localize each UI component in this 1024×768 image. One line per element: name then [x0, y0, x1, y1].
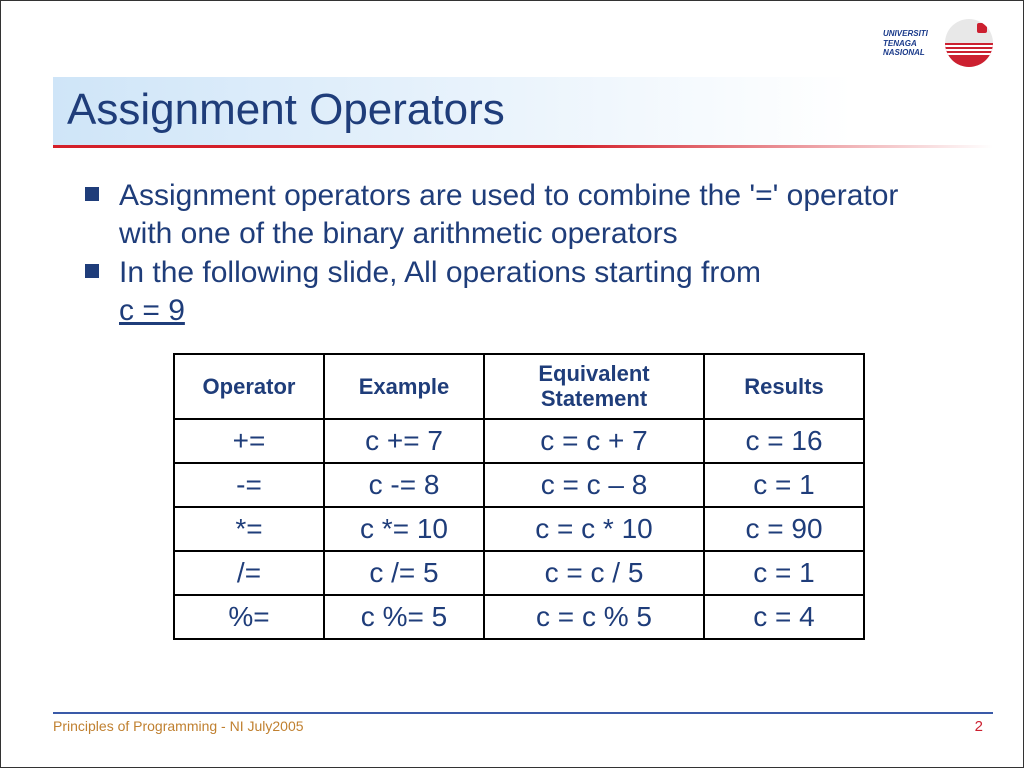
table-row: %= c %= 5 c = c % 5 c = 4 — [174, 595, 864, 639]
cell-eq: c = c – 8 — [484, 463, 704, 507]
logo-line-1: UNIVERSITI — [883, 29, 928, 39]
page-number: 2 — [975, 718, 993, 735]
th-operator: Operator — [174, 354, 324, 419]
cell-eq: c = c * 10 — [484, 507, 704, 551]
cell-op: %= — [174, 595, 324, 639]
th-eq-line1: Equivalent — [538, 361, 649, 386]
th-equivalent: Equivalent Statement — [484, 354, 704, 419]
cell-res: c = 16 — [704, 419, 864, 463]
slide-footer: Principles of Programming - NI July2005 … — [53, 712, 993, 735]
cell-op: += — [174, 419, 324, 463]
cell-ex: c /= 5 — [324, 551, 484, 595]
table-row: -= c -= 8 c = c – 8 c = 1 — [174, 463, 864, 507]
th-results: Results — [704, 354, 864, 419]
cell-ex: c *= 10 — [324, 507, 484, 551]
logo-line-2: TENAGA — [883, 39, 928, 49]
cell-res: c = 90 — [704, 507, 864, 551]
table-header-row: Operator Example Equivalent Statement Re… — [174, 354, 864, 419]
university-logo: UNIVERSITI TENAGA NASIONAL — [883, 19, 993, 74]
cell-op: -= — [174, 463, 324, 507]
th-eq-line2: Statement — [541, 386, 647, 411]
slide-title: Assignment Operators — [53, 77, 993, 135]
cell-ex: c %= 5 — [324, 595, 484, 639]
cell-eq: c = c % 5 — [484, 595, 704, 639]
cell-ex: c += 7 — [324, 419, 484, 463]
cell-eq: c = c / 5 — [484, 551, 704, 595]
cell-res: c = 1 — [704, 551, 864, 595]
slide-title-bar: Assignment Operators — [53, 77, 993, 145]
table-row: *= c *= 10 c = c * 10 c = 90 — [174, 507, 864, 551]
table-row: /= c /= 5 c = c / 5 c = 1 — [174, 551, 864, 595]
cell-op: /= — [174, 551, 324, 595]
logo-line-3: NASIONAL — [883, 48, 928, 58]
bullet-text-2: In the following slide, All operations s… — [119, 254, 761, 329]
bullet-item: Assignment operators are used to combine… — [85, 177, 953, 252]
title-underline — [53, 145, 993, 148]
slide-body: Assignment operators are used to combine… — [85, 177, 953, 640]
cell-eq: c = c + 7 — [484, 419, 704, 463]
bullet-text-1: Assignment operators are used to combine… — [119, 177, 953, 252]
bullet-item: In the following slide, All operations s… — [85, 254, 953, 329]
footer-text: Principles of Programming - NI July2005 — [53, 718, 304, 734]
cell-op: *= — [174, 507, 324, 551]
logo-globe-icon — [945, 19, 993, 67]
logo-text: UNIVERSITI TENAGA NASIONAL — [883, 29, 928, 58]
table-row: += c += 7 c = c + 7 c = 16 — [174, 419, 864, 463]
cell-res: c = 1 — [704, 463, 864, 507]
bullet-square-icon — [85, 187, 99, 201]
operators-table: Operator Example Equivalent Statement Re… — [173, 353, 865, 640]
table-body: += c += 7 c = c + 7 c = 16 -= c -= 8 c =… — [174, 419, 864, 639]
cell-ex: c -= 8 — [324, 463, 484, 507]
bullet-2-prefix: In the following slide, All operations s… — [119, 256, 761, 289]
cell-res: c = 4 — [704, 595, 864, 639]
th-example: Example — [324, 354, 484, 419]
bullet-square-icon — [85, 264, 99, 278]
bullet-2-value: c = 9 — [119, 294, 185, 327]
